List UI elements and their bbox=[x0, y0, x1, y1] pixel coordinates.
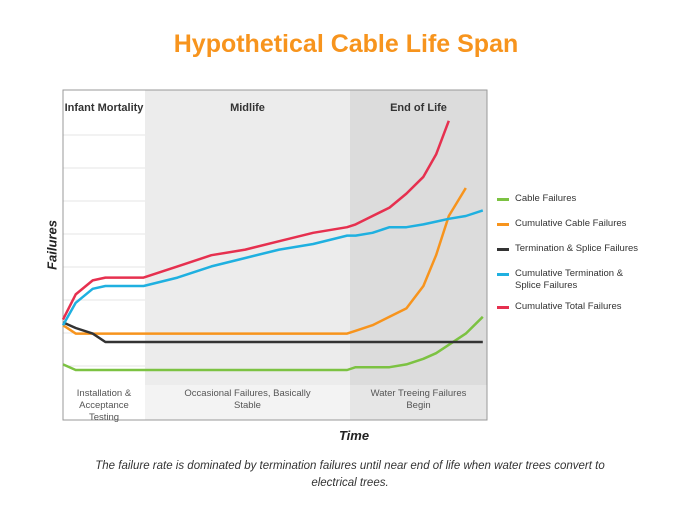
phase-region bbox=[63, 90, 145, 420]
legend-swatch bbox=[497, 223, 509, 226]
y-axis-label: Failures bbox=[44, 220, 60, 270]
phase-note-region bbox=[350, 385, 487, 420]
phase-label: End of Life bbox=[390, 102, 447, 114]
legend-swatch bbox=[497, 248, 509, 251]
x-axis-label: Time bbox=[338, 428, 370, 443]
series-line bbox=[61, 120, 450, 321]
legend-swatch bbox=[497, 306, 509, 309]
legend-item: Cumulative Total Failures bbox=[497, 301, 657, 313]
legend-label: Cumulative Total Failures bbox=[515, 301, 622, 312]
phase-label: Midlife bbox=[230, 102, 265, 114]
plot-frame bbox=[62, 89, 488, 421]
phase-label: Infant Mortality bbox=[64, 102, 144, 114]
legend-item: Cable Failures bbox=[497, 193, 657, 205]
series-line bbox=[62, 315, 484, 372]
phase-region bbox=[145, 90, 350, 420]
legend-label: Cumulative Termination & Splice Failures bbox=[515, 268, 624, 291]
series-line bbox=[62, 321, 483, 344]
legend-item: Cumulative Termination & Splice Failures bbox=[497, 268, 657, 292]
legend-item: Cumulative Cable Failures bbox=[497, 218, 657, 230]
chart-title: Hypothetical Cable Life Span bbox=[173, 30, 519, 58]
legend-label: Cumulative Cable Failures bbox=[515, 218, 627, 229]
series-line bbox=[62, 187, 467, 335]
series-line bbox=[61, 209, 484, 326]
phase-note: Occasional Failures, Basically Stable bbox=[184, 388, 311, 411]
phase-region bbox=[350, 90, 487, 420]
legend-swatch bbox=[497, 273, 509, 276]
legend-label: Cable Failures bbox=[515, 193, 577, 204]
phase-note: Water Treeing Failures Begin bbox=[370, 388, 467, 411]
legend-label: Termination & Splice Failures bbox=[515, 243, 639, 254]
caption: The failure rate is dominated by termina… bbox=[95, 460, 605, 489]
phase-note: Installation & Acceptance Testing bbox=[76, 388, 132, 423]
legend-item: Termination & Splice Failures bbox=[497, 243, 657, 255]
phase-note-region bbox=[63, 385, 145, 420]
legend-swatch bbox=[497, 198, 509, 201]
phase-note-region bbox=[145, 385, 350, 420]
